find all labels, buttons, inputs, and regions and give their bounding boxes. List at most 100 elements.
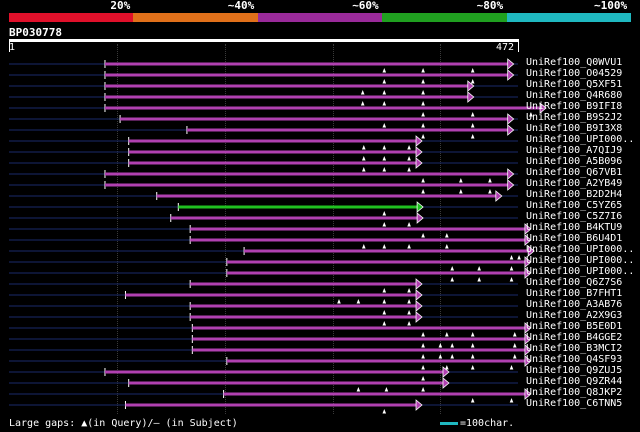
hit-label[interactable]: UniRef100_C5YZ65 [526,200,623,211]
hit-end-arrow [415,399,423,411]
query-gap-marker [445,233,449,238]
query-gap-marker [382,222,387,227]
hit-label[interactable]: UniRef100_B3MCI2 [526,343,623,354]
query-gap-marker [421,387,425,392]
hit-label[interactable]: UniRef100_Q4R680 [526,90,623,101]
hit-end-arrow [507,113,515,125]
query-gap-marker [470,343,475,348]
query-gap-marker [470,354,475,359]
query-gap-marker [512,332,517,337]
hit-end-arrow [467,91,475,103]
query-gap-marker [421,178,425,183]
hit-label[interactable]: UniRef100_B9IFI8 [526,101,623,112]
query-gap-marker [421,101,425,106]
legend-percent-label: 20% [110,0,131,12]
query-gap-marker [407,321,411,326]
hit-label[interactable]: UniRef100_Q4SF93 [526,354,623,365]
legend-segment [382,13,507,22]
legend-segment [257,13,383,22]
hit-label[interactable]: UniRef100_UPI000.. [526,134,635,145]
hit-label[interactable]: UniRef100_A2X9G3 [526,310,623,321]
hit-end-arrow [442,366,450,378]
scale-key-label: =100char. [460,418,515,429]
query-gap-marker [477,277,481,282]
hit-end-arrow [415,311,423,323]
hit-end-arrow [507,124,515,136]
hit-end-arrow [524,388,532,400]
hit-label[interactable]: UniRef100_Q6Z7S6 [526,277,623,288]
hit-label[interactable]: UniRef100_UPI000.. [526,255,635,266]
hit-label[interactable]: UniRef100_B6U4D1 [526,233,623,244]
query-gap-marker [407,145,411,150]
hit-label[interactable]: UniRef100_UPI000.. [526,244,635,255]
query-gap-marker [470,365,475,370]
query-gap-marker [459,178,463,183]
hit-label[interactable]: UniRef100_Q9ZUJ5 [526,365,623,376]
hit-end-arrow [442,377,450,389]
hit-end-arrow [416,212,424,224]
query-gap-marker [470,332,475,337]
hit-label[interactable]: UniRef100_B9S2J2 [526,112,623,123]
query-gap-marker [356,387,361,392]
query-end-tick [518,42,519,52]
query-gap-marker [517,255,521,260]
query-gap-marker [382,288,387,293]
query-gap-marker [356,299,361,304]
hit-label[interactable]: UniRef100_Q5XF51 [526,79,623,90]
query-gap-marker [445,332,449,337]
hit-end-arrow [524,333,532,345]
hit-label[interactable]: UniRef100_O04529 [526,68,623,79]
query-gap-marker [421,376,425,381]
hit-label[interactable]: UniRef100_C6TNN5 [526,398,623,409]
hit-label[interactable]: UniRef100_B7FHT1 [526,288,623,299]
hit-end-arrow [507,179,515,191]
query-gap-marker [470,68,475,73]
query-gap-marker [421,343,425,348]
hit-label[interactable]: UniRef100_Q0WVU1 [526,57,623,68]
query-gap-marker [509,255,514,260]
query-gap-marker [450,354,455,359]
query-gap-marker [382,409,387,414]
query-gap-marker [421,79,425,84]
hit-label[interactable]: UniRef100_B2D2H4 [526,189,623,200]
query-gap-marker [470,134,475,139]
query-gap-marker [450,277,455,282]
query-gap-marker [421,90,425,95]
query-gap-marker [512,354,517,359]
query-gap-marker [382,156,387,161]
query-gap-marker [445,365,449,370]
query-gap-marker [407,310,411,315]
query-gap-marker [382,299,387,304]
hit-end-arrow [467,80,475,92]
query-gap-marker [360,101,365,106]
query-gap-marker [509,398,514,403]
hit-label[interactable]: UniRef100_A5B096 [526,156,623,167]
hit-label[interactable]: UniRef100_Q8JKP2 [526,387,623,398]
hit-end-arrow [507,168,515,180]
gap-legend: Large gaps: ▲(in Query)/– (in Subject) [9,418,238,429]
query-gap-marker [384,387,389,392]
query-gap-marker [450,266,455,271]
query-start-label: 1 [9,42,16,53]
hit-label[interactable]: UniRef100_B5E0D1 [526,321,623,332]
hit-label[interactable]: UniRef100_Q9ZR44 [526,376,623,387]
legend-percent-label: ~60% [352,0,379,12]
hit-label[interactable]: UniRef100_B4GGE2 [526,332,623,343]
hit-label[interactable]: UniRef100_Q67VB1 [526,167,623,178]
hit-end-arrow [415,157,423,169]
hit-label[interactable]: UniRef100_A7QIJ9 [526,145,623,156]
query-gap-marker [438,343,443,348]
hit-label[interactable]: UniRef100_UPI000.. [526,266,635,277]
hit-label[interactable]: UniRef100_C5Z7I6 [526,211,623,222]
hit-label[interactable]: UniRef100_A3AB76 [526,299,623,310]
query-gap-marker [421,365,425,370]
query-gap-marker [361,167,366,172]
hit-label[interactable]: UniRef100_B4KTU9 [526,222,623,233]
identity-legend-bar: 20% ~40% ~60% ~80% ~100% [9,0,631,22]
hit-end-arrow [415,289,423,301]
query-gap-marker [470,123,475,128]
hit-label[interactable]: UniRef100_A2YB49 [526,178,623,189]
hit-label[interactable]: UniRef100_B9I3X8 [526,123,623,134]
query-gap-marker [407,288,411,293]
